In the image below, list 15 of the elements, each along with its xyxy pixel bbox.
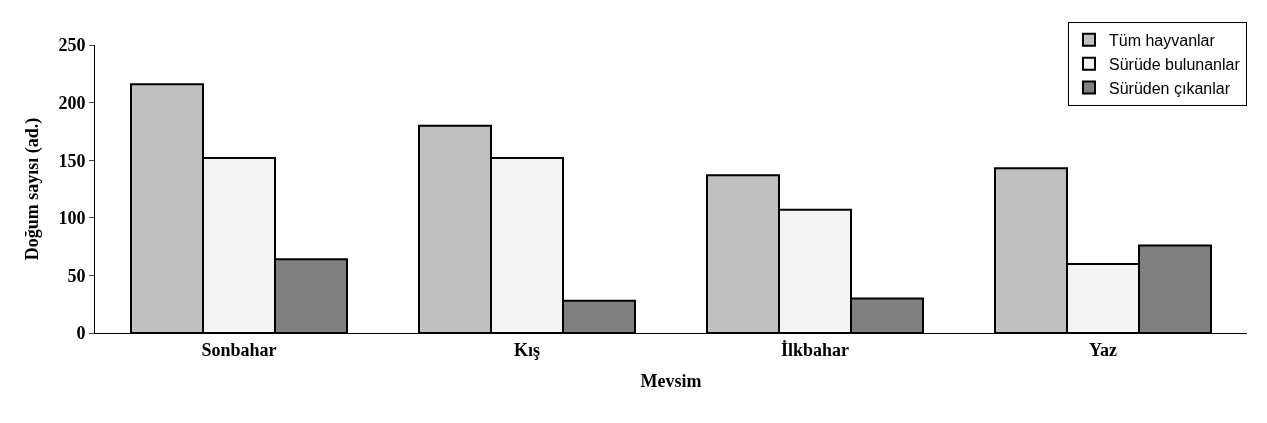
- y-tick-label: 50: [67, 265, 86, 286]
- legend-label: Sürüde bulunanlar: [1109, 55, 1241, 73]
- legend-label: Sürüden çıkanlar: [1109, 79, 1231, 97]
- y-axis-title: Doğum sayısı (ad.): [21, 117, 43, 261]
- x-tick-label: Sonbahar: [201, 339, 277, 360]
- x-tick-label: Yaz: [1089, 339, 1117, 360]
- legend-label: Tüm hayvanlar: [1109, 32, 1216, 50]
- y-tick-label: 150: [58, 150, 86, 171]
- y-tick-label: 250: [58, 35, 86, 56]
- y-tick-label: 0: [76, 323, 86, 344]
- y-tick-label: 100: [58, 208, 86, 229]
- x-tick-label: Kış: [513, 339, 541, 360]
- y-tick-label: 200: [58, 92, 86, 113]
- x-tick-label: İlkbahar: [780, 339, 850, 360]
- x-axis-title: Mevsim: [640, 370, 702, 391]
